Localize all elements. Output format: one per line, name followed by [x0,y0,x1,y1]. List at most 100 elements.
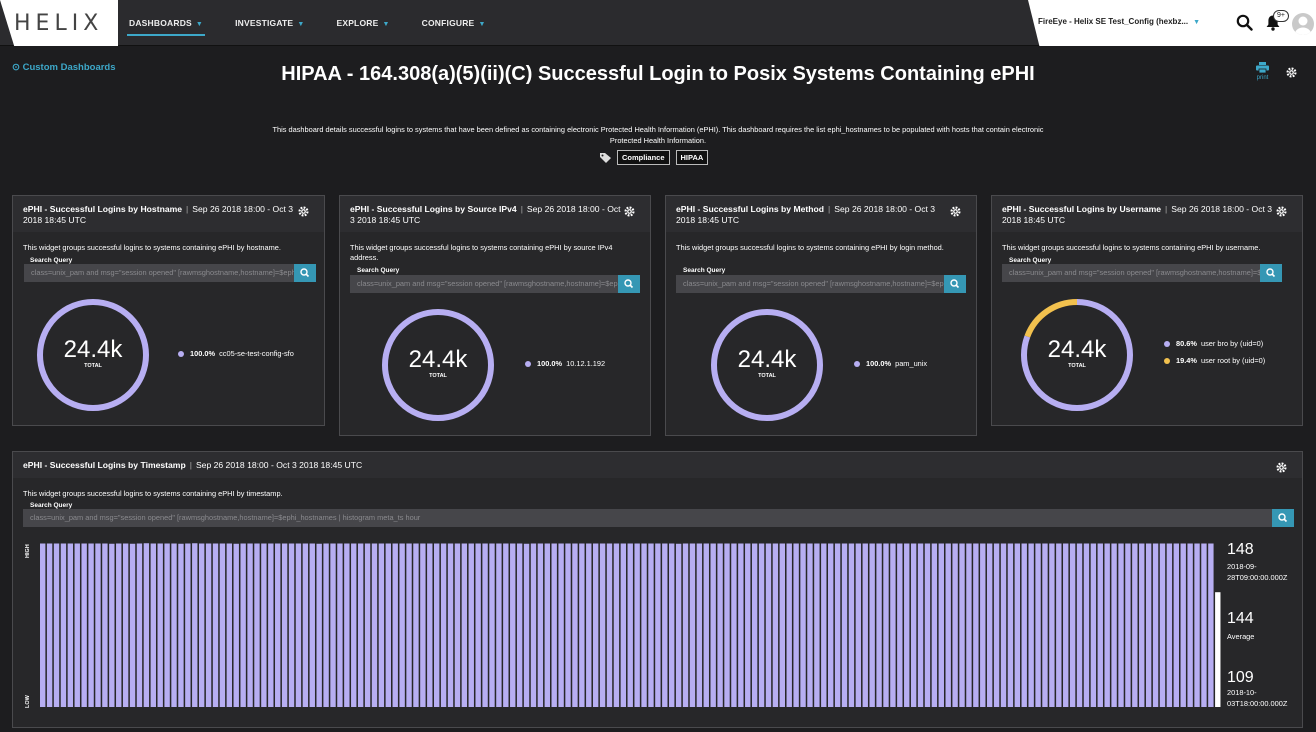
histogram-bar[interactable] [883,543,889,708]
histogram-bar[interactable] [240,543,246,708]
histogram-bar[interactable] [669,543,675,708]
histogram-bar[interactable] [662,543,668,708]
histogram-bar[interactable] [178,543,184,707]
histogram-bar[interactable] [1056,543,1062,708]
search-query-input[interactable] [350,275,618,293]
histogram-bar[interactable] [295,543,302,708]
histogram-bar[interactable] [980,543,986,708]
histogram-bar[interactable] [378,543,385,708]
legend-item[interactable]: 100.0% 10.12.1.192 [525,359,605,368]
avatar[interactable] [1292,13,1314,35]
histogram-bar[interactable] [814,543,820,708]
search-button[interactable] [1260,264,1282,282]
histogram-bar[interactable] [1042,543,1048,708]
search-icon[interactable] [1236,14,1253,31]
histogram-bar[interactable] [696,543,703,708]
search-button[interactable] [618,275,640,293]
histogram-bar[interactable] [558,543,564,708]
histogram-bar[interactable] [212,543,219,708]
histogram-bar[interactable] [302,543,309,708]
legend-item[interactable]: 19.4% user root by (uid=0) [1164,356,1265,365]
histogram-bar[interactable] [316,543,322,707]
search-button[interactable] [944,275,966,293]
histogram-bar[interactable] [765,543,772,708]
histogram-bar[interactable] [627,543,633,708]
histogram-bar[interactable] [924,543,931,708]
histogram-bar[interactable] [261,543,267,708]
histogram-bar[interactable] [565,543,571,708]
histogram-bar[interactable] [1139,543,1145,708]
histogram-bar[interactable] [385,543,391,708]
histogram-bar[interactable] [641,543,647,708]
histogram-bar[interactable] [786,543,792,708]
histogram-bar[interactable] [772,543,779,708]
histogram-bar[interactable] [834,543,841,708]
histogram-bar[interactable] [1076,543,1083,708]
histogram-bar[interactable] [1215,592,1221,707]
histogram-bar[interactable] [1014,543,1021,708]
histogram-bar[interactable] [523,543,530,707]
histogram-bar[interactable] [482,543,488,708]
histogram-bar[interactable] [890,543,896,708]
donut-slice[interactable] [382,309,494,421]
histogram-bar[interactable] [821,543,827,708]
histogram-bar[interactable] [1083,543,1090,708]
histogram-bar[interactable] [655,543,661,708]
histogram-bar[interactable] [192,543,198,707]
histogram-bar[interactable] [1069,543,1076,708]
histogram-bar[interactable] [323,543,329,708]
histogram-bar[interactable] [993,543,1000,708]
histogram-bar[interactable] [309,543,315,708]
histogram-bar[interactable] [371,543,378,708]
histogram-bar[interactable] [724,543,730,708]
histogram-bar[interactable] [1007,543,1014,708]
histogram-bar[interactable] [675,543,682,707]
histogram-bar[interactable] [233,543,239,707]
histogram-bar[interactable] [281,543,288,708]
histogram-bar[interactable] [268,543,274,708]
nav-dashboards[interactable]: DASHBOARDS ▼ [118,0,214,46]
histogram-bar[interactable] [330,543,336,708]
donut-slice[interactable] [1021,299,1133,411]
histogram-bar[interactable] [551,543,557,708]
histogram-bar[interactable] [1104,543,1110,708]
histogram-bar[interactable] [1173,543,1179,708]
histogram-bar[interactable] [751,543,758,708]
histogram-bar[interactable] [1187,543,1193,708]
histogram-bar[interactable] [67,543,74,708]
histogram-bar[interactable] [46,543,53,708]
gear-icon[interactable] [624,206,635,217]
histogram-bar[interactable] [579,543,585,708]
histogram-bar[interactable] [116,543,122,708]
legend-item[interactable]: 100.0% cc05-se-test-config-sfo [178,349,294,358]
tenant-selector[interactable]: FireEye - Helix SE Test_Config (hexbz...… [1038,17,1200,26]
histogram-bar[interactable] [399,543,405,708]
print-button[interactable]: print [1256,62,1269,81]
histogram-bar[interactable] [848,543,855,708]
histogram-bar[interactable] [489,543,495,708]
histogram-bar[interactable] [1201,543,1207,708]
gear-icon[interactable] [1286,67,1297,78]
histogram-bar[interactable] [1166,543,1173,708]
histogram-bar[interactable] [1180,543,1186,708]
histogram-bar[interactable] [351,543,357,708]
legend-item[interactable]: 80.6% user bro by (uid=0) [1164,339,1265,348]
histogram-bar[interactable] [468,543,474,708]
histogram-bar[interactable] [1035,543,1041,708]
histogram-bar[interactable] [406,543,412,708]
histogram-bar[interactable] [689,543,696,708]
histogram-bar[interactable] [447,543,454,708]
histogram-bar[interactable] [60,543,67,708]
histogram-bar[interactable] [800,543,806,708]
histogram-bar[interactable] [910,543,917,708]
histogram-bar[interactable] [917,543,924,708]
histogram-bar[interactable] [81,543,87,708]
histogram-bar[interactable] [109,543,115,707]
histogram-bar[interactable] [254,543,260,708]
histogram-bar[interactable] [973,543,979,708]
histogram-bar[interactable] [136,543,143,708]
histogram-bar[interactable] [758,543,765,708]
histogram-bar[interactable] [420,543,426,708]
histogram-bar[interactable] [185,543,191,708]
histogram-bar[interactable] [869,543,875,708]
